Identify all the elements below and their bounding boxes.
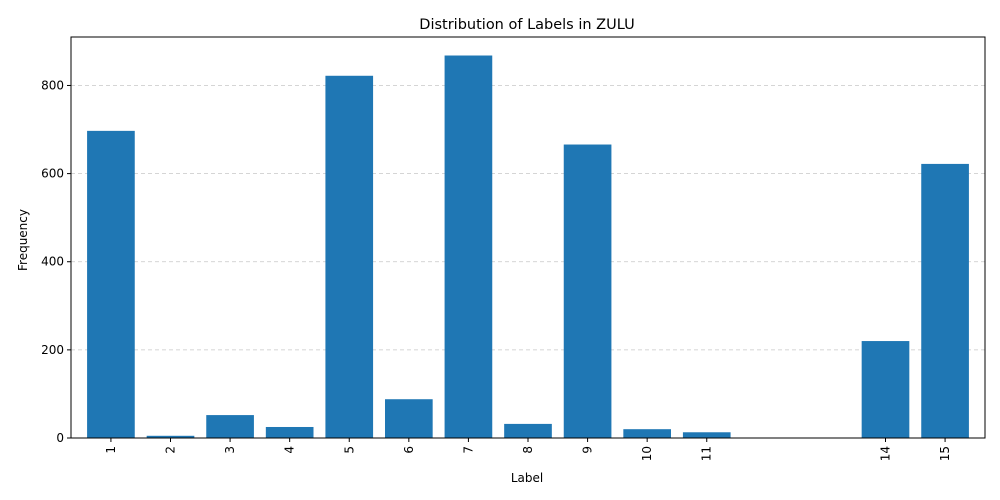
y-tick-label: 800 [41,78,64,92]
bars [87,55,969,439]
bar-2 [146,435,195,438]
bar-5 [325,75,374,439]
bar-1 [87,130,135,438]
y-tick-label: 400 [41,255,64,269]
y-tick-label: 600 [41,167,64,181]
x-tick-label: 3 [223,446,237,454]
x-tick-label: 15 [938,446,952,461]
gridlines [71,85,985,351]
y-axis-ticks: 0 200 400 600 800 [41,78,71,445]
y-tick-label: 0 [56,431,64,445]
x-tick-label: 2 [164,446,178,454]
bar-3 [206,415,254,438]
x-axis-ticks: 1 2 3 4 5 6 7 8 9 10 11 14 15 [104,438,952,461]
bar-15 [921,163,969,438]
y-axis-label: Frequency [16,209,30,271]
x-tick-label: 5 [342,446,356,454]
y-tick-label: 200 [41,343,64,357]
plot-frame [70,36,986,439]
bar-4 [265,426,314,438]
bar-9 [563,144,612,438]
x-tick-label: 9 [581,446,595,454]
x-tick-label: 7 [461,446,475,454]
bar-10 [623,429,671,438]
x-tick-label: 14 [878,446,892,461]
x-tick-label: 4 [283,446,297,454]
bar-6 [385,399,433,438]
chart-title: Distribution of Labels in ZULU [419,17,634,33]
x-tick-label: 11 [700,446,714,461]
bar-14 [861,341,910,438]
bar-7 [444,55,493,438]
x-axis-label: Label [511,471,543,485]
x-tick-label: 6 [402,446,416,454]
bar-8 [504,423,552,438]
x-tick-label: 10 [640,446,654,461]
x-tick-label: 8 [521,446,535,454]
bar-11 [682,432,731,438]
x-tick-label: 1 [104,446,118,454]
